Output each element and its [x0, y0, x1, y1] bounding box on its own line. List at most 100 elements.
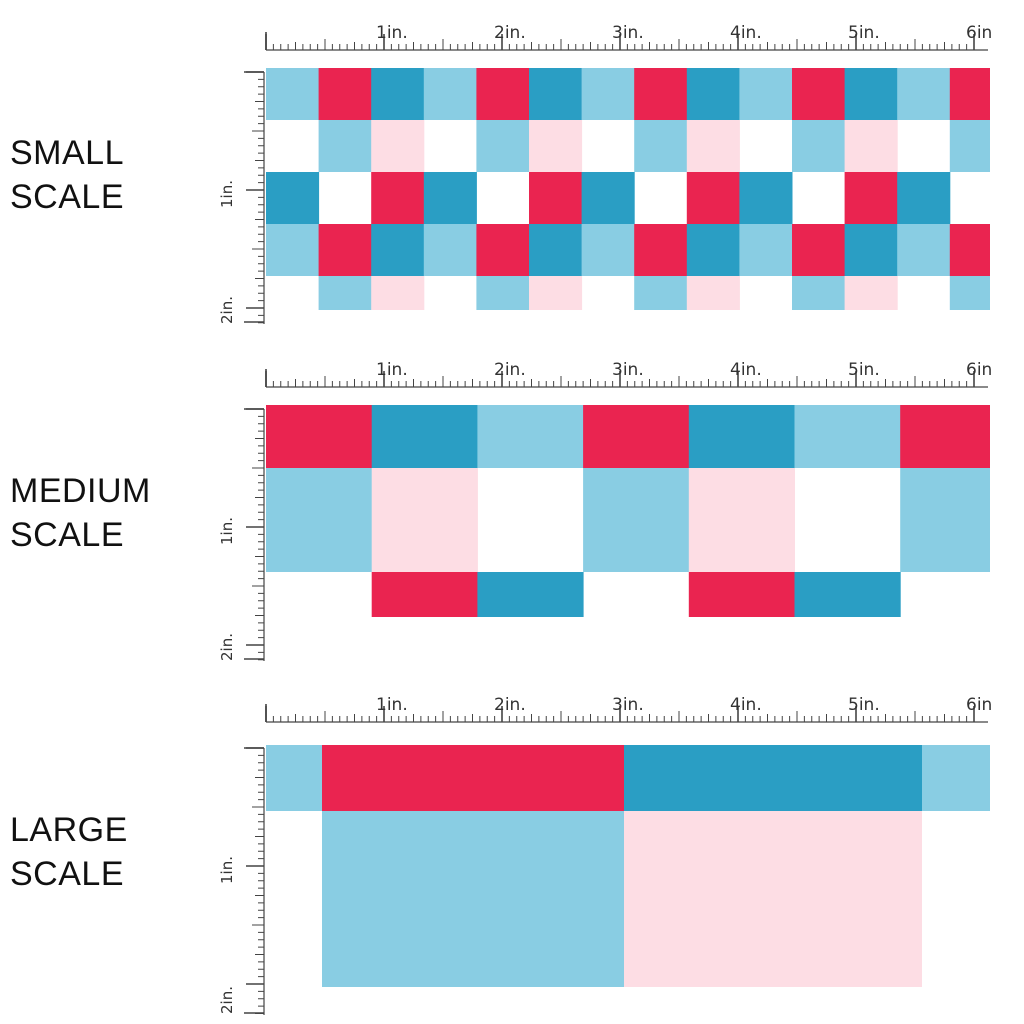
medium-pattern-block [794, 405, 901, 468]
small-pattern-block [529, 172, 583, 224]
small-ruler-ticks-v [244, 71, 265, 324]
small-vertical-ruler: 1in. 2in. [218, 71, 265, 324]
small-pattern-block [318, 68, 372, 120]
small-pattern-block [266, 172, 320, 224]
small-pattern-block [686, 68, 740, 120]
small-pattern-block [739, 224, 793, 276]
medium-scale-label-line1: MEDIUM [10, 472, 151, 510]
small-pattern-block [371, 172, 425, 224]
small-pattern-block [581, 68, 635, 120]
medium-ruler-label-2in: 2in. [494, 360, 526, 380]
medium-pattern-block [688, 468, 795, 572]
large-ruler-label-2in: 2in. [494, 695, 526, 715]
small-pattern-block [949, 224, 990, 276]
small-pattern-block [423, 172, 477, 224]
small-pattern-block [792, 276, 846, 310]
small-pattern-block [634, 276, 688, 310]
small-pattern-block [581, 172, 635, 224]
medium-ruler-ticks-v [244, 408, 265, 661]
medium-pattern-block [900, 405, 990, 468]
medium-ruler-label-4in: 4in. [730, 360, 762, 380]
medium-ruler-label-6in: 6in. [966, 360, 992, 380]
large-horizontal-ruler: 1in. 2in. 3in. 4in. 5in. 6in. [265, 695, 992, 723]
medium-pattern-block [266, 468, 373, 572]
medium-pattern-block [371, 405, 478, 468]
medium-ruler-label-v-1in: 1in. [218, 517, 236, 545]
large-ruler-label-1in: 1in. [376, 695, 408, 715]
small-pattern-block [371, 68, 425, 120]
small-pattern-block [844, 120, 898, 172]
medium-pattern-block [266, 405, 373, 468]
small-scale-label: SMALL SCALE [10, 131, 124, 219]
small-pattern-block [266, 224, 320, 276]
small-pattern-block [897, 172, 951, 224]
medium-pattern-block [900, 468, 990, 572]
large-pattern-sky-block [322, 811, 624, 987]
small-pattern-block [844, 172, 898, 224]
medium-pattern-block [688, 405, 795, 468]
small-pattern-block [581, 224, 635, 276]
small-pattern-block [686, 172, 740, 224]
small-ruler-label-v-1in: 1in. [218, 180, 236, 208]
small-pattern-block [318, 276, 372, 310]
small-pattern-block [739, 172, 793, 224]
medium-pattern-block [477, 405, 584, 468]
large-ruler-label-v-1in: 1in. [218, 856, 236, 884]
medium-scale-pattern [266, 405, 990, 617]
small-pattern-block [897, 68, 951, 120]
large-ruler-label-v-2in: 2in. [218, 986, 236, 1014]
small-pattern-block [949, 276, 990, 310]
small-horizontal-ruler: 1in. 2in. 3in. 4in. 5in. 6in. [265, 23, 992, 51]
large-scale-pattern [266, 745, 990, 987]
large-vertical-ruler: 1in. 2in. [218, 747, 265, 1015]
small-ruler-label-3in: 3in. [612, 23, 644, 43]
medium-horizontal-ruler: 1in. 2in. 3in. 4in. 5in. 6in. [265, 360, 992, 388]
small-pattern-block [371, 224, 425, 276]
medium-pattern-block [371, 468, 478, 572]
small-pattern-block [844, 224, 898, 276]
small-pattern-block [266, 68, 320, 120]
small-pattern-block [686, 224, 740, 276]
medium-vertical-ruler: 1in. 2in. [218, 408, 265, 661]
small-pattern-block [318, 224, 372, 276]
small-pattern-block [529, 224, 583, 276]
small-pattern-block [318, 120, 372, 172]
medium-scale-label-line2: SCALE [10, 516, 124, 554]
small-pattern-block [897, 224, 951, 276]
medium-ruler-ticks-h [265, 369, 988, 388]
small-ruler-ticks-h [265, 32, 988, 51]
medium-ruler-label-5in: 5in. [848, 360, 880, 380]
small-pattern-block [686, 120, 740, 172]
small-pattern-block [686, 276, 740, 310]
large-scale-label-line2: SCALE [10, 855, 124, 893]
large-ruler-label-5in: 5in. [848, 695, 880, 715]
small-pattern-block [634, 224, 688, 276]
small-ruler-label-v-2in: 2in. [218, 296, 236, 324]
small-pattern-block [739, 68, 793, 120]
small-ruler-label-5in: 5in. [848, 23, 880, 43]
small-scale-label-line1: SMALL [10, 134, 124, 172]
small-pattern-block [792, 224, 846, 276]
large-pattern-pink-block [624, 811, 922, 987]
large-scale-label-line1: LARGE [10, 811, 128, 849]
small-pattern-block [634, 68, 688, 120]
small-pattern-block [529, 68, 583, 120]
medium-pattern-block [688, 572, 795, 617]
small-pattern-block [792, 120, 846, 172]
small-pattern-block [423, 68, 477, 120]
small-pattern-block [949, 120, 990, 172]
small-pattern-block [792, 68, 846, 120]
small-ruler-label-1in: 1in. [376, 23, 408, 43]
small-pattern-block [844, 276, 898, 310]
small-pattern-block [844, 68, 898, 120]
small-pattern-block [476, 224, 530, 276]
large-scale-label: LARGE SCALE [10, 808, 128, 896]
large-ruler-label-4in: 4in. [730, 695, 762, 715]
small-pattern-block [476, 276, 530, 310]
small-pattern-block [371, 276, 425, 310]
medium-ruler-label-1in: 1in. [376, 360, 408, 380]
small-pattern-block [476, 68, 530, 120]
medium-pattern-block [583, 405, 690, 468]
small-pattern-block [529, 276, 583, 310]
small-scale-pattern [266, 68, 990, 310]
